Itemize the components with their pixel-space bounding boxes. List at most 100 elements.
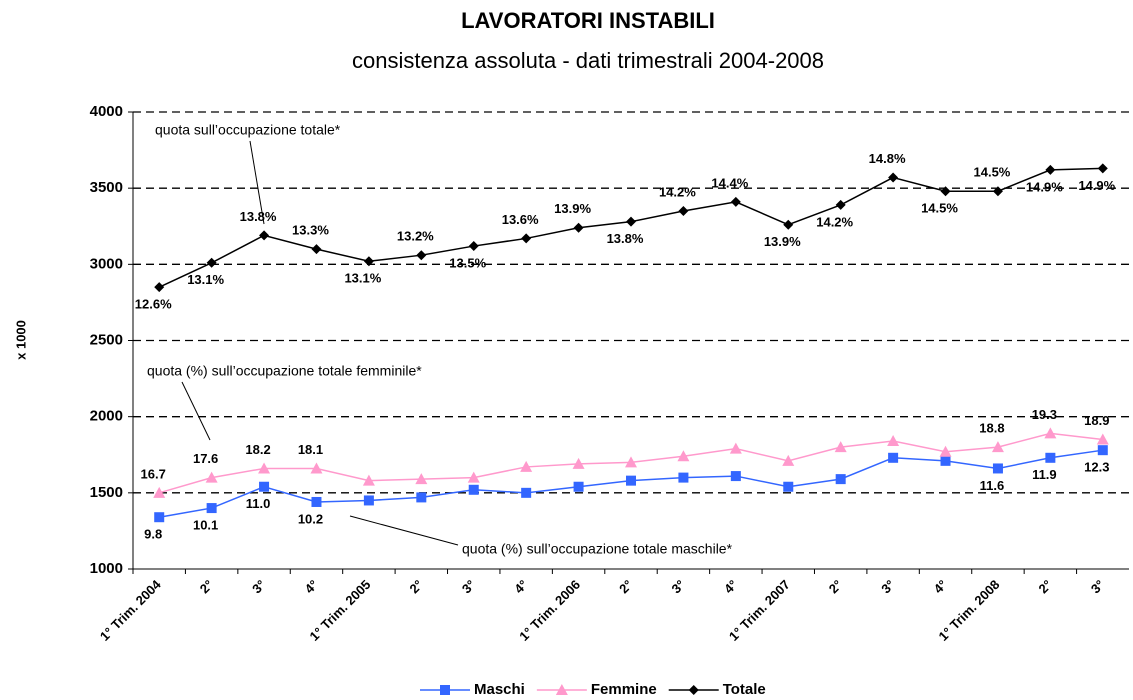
data-point [625, 456, 637, 468]
data-point [153, 486, 166, 498]
data-label: 14.2% [816, 214, 853, 229]
leader-line [249, 140, 265, 225]
x-tick-label: 3° [459, 577, 478, 596]
leader-line [181, 381, 211, 441]
data-label: 10.2 [298, 511, 323, 526]
x-tick-label: 4° [721, 577, 740, 596]
data-label: 13.9% [554, 201, 591, 216]
data-label: 16.7 [141, 466, 166, 481]
data-point [1097, 445, 1108, 456]
data-point [310, 462, 323, 474]
data-point [206, 257, 217, 268]
data-point [992, 463, 1003, 474]
x-tick-label: 3° [669, 577, 688, 596]
legend-marker [688, 685, 699, 695]
data-point [677, 450, 690, 462]
legend-marker [555, 684, 568, 695]
y-tick-label: 1500 [90, 484, 123, 501]
data-label: 12.3 [1084, 460, 1109, 475]
leader-line [349, 515, 459, 546]
data-point [206, 503, 217, 514]
data-label: 13.2% [397, 229, 434, 244]
data-label: 18.9 [1084, 413, 1109, 428]
x-tick-label: 3° [878, 577, 897, 596]
x-tick-label: 2° [1036, 577, 1055, 596]
data-point [1097, 163, 1108, 174]
y-tick-label: 2000 [90, 408, 123, 425]
data-point [730, 196, 741, 207]
data-point [783, 481, 794, 492]
data-label: 13.3% [292, 223, 329, 238]
data-point [678, 206, 689, 217]
data-point [468, 241, 479, 252]
y-axis-label: x 1000 [13, 320, 28, 360]
data-point [678, 472, 689, 483]
data-point [626, 216, 636, 227]
data-point [205, 471, 218, 483]
data-point [416, 250, 427, 261]
data-label: 18.2 [245, 442, 270, 457]
data-label: 9.8 [144, 527, 162, 542]
data-label: 14.4% [711, 175, 748, 190]
data-point [573, 481, 584, 492]
legend-label: Femmine [591, 681, 657, 698]
data-point [521, 487, 532, 498]
data-point [154, 282, 165, 293]
data-point [888, 172, 899, 183]
annotation: quota (%) sull’occupazione totale femmin… [147, 363, 422, 379]
data-point [154, 512, 165, 523]
data-label: 14.9% [1026, 179, 1063, 194]
data-point [363, 256, 374, 267]
data-label: 14.2% [659, 184, 696, 199]
x-tick-label: 2° [616, 577, 635, 596]
data-label: 13.5% [449, 255, 486, 270]
data-point [783, 219, 794, 230]
x-tick-label: 4° [302, 577, 321, 596]
data-label: 13.8% [240, 209, 277, 224]
data-label: 10.1 [193, 518, 218, 533]
data-point [363, 495, 374, 506]
data-point [730, 471, 741, 482]
data-label: 12.6% [135, 297, 172, 312]
y-tick-label: 3000 [90, 255, 123, 272]
data-point [521, 233, 532, 244]
data-label: 13.1% [187, 272, 224, 287]
data-label: 14.5% [974, 165, 1011, 180]
data-point [259, 481, 270, 492]
legend-label: Totale [723, 681, 766, 698]
data-point [835, 474, 846, 485]
data-label: 19.3 [1032, 407, 1057, 422]
x-tick-label: 3° [249, 577, 268, 596]
y-tick-label: 2500 [90, 331, 123, 348]
y-tick-label: 4000 [90, 103, 123, 120]
x-tick-label: 2° [197, 577, 216, 596]
data-point [992, 186, 1003, 197]
data-label: 11.9 [1032, 467, 1057, 482]
data-point [572, 457, 585, 469]
data-point [259, 230, 270, 241]
data-point [573, 222, 584, 233]
annotation: quota (%) sull’occupazione totale maschi… [462, 541, 733, 557]
y-tick-label: 1000 [90, 560, 123, 577]
data-point [1045, 164, 1056, 175]
data-label: 18.8 [979, 421, 1004, 436]
data-point [626, 475, 636, 486]
data-point [887, 435, 900, 447]
x-tick-label: 4° [511, 577, 530, 596]
chart-title: LAVORATORI INSTABILI [461, 8, 715, 33]
data-label: 14.5% [921, 201, 958, 216]
chart-subtitle: consistenza assoluta - dati trimestrali … [352, 48, 824, 73]
x-tick-label: 2° [826, 577, 845, 596]
data-label: 13.8% [607, 231, 644, 246]
data-label: 11.6 [980, 478, 1005, 493]
data-point [1096, 433, 1109, 445]
x-tick-label: 4° [931, 577, 950, 596]
data-label: 13.1% [344, 271, 381, 286]
data-point [835, 199, 846, 210]
data-point [729, 442, 742, 454]
data-label: 14.8% [869, 151, 906, 166]
data-point [939, 445, 952, 457]
data-point [991, 441, 1004, 453]
legend-marker [440, 685, 450, 695]
